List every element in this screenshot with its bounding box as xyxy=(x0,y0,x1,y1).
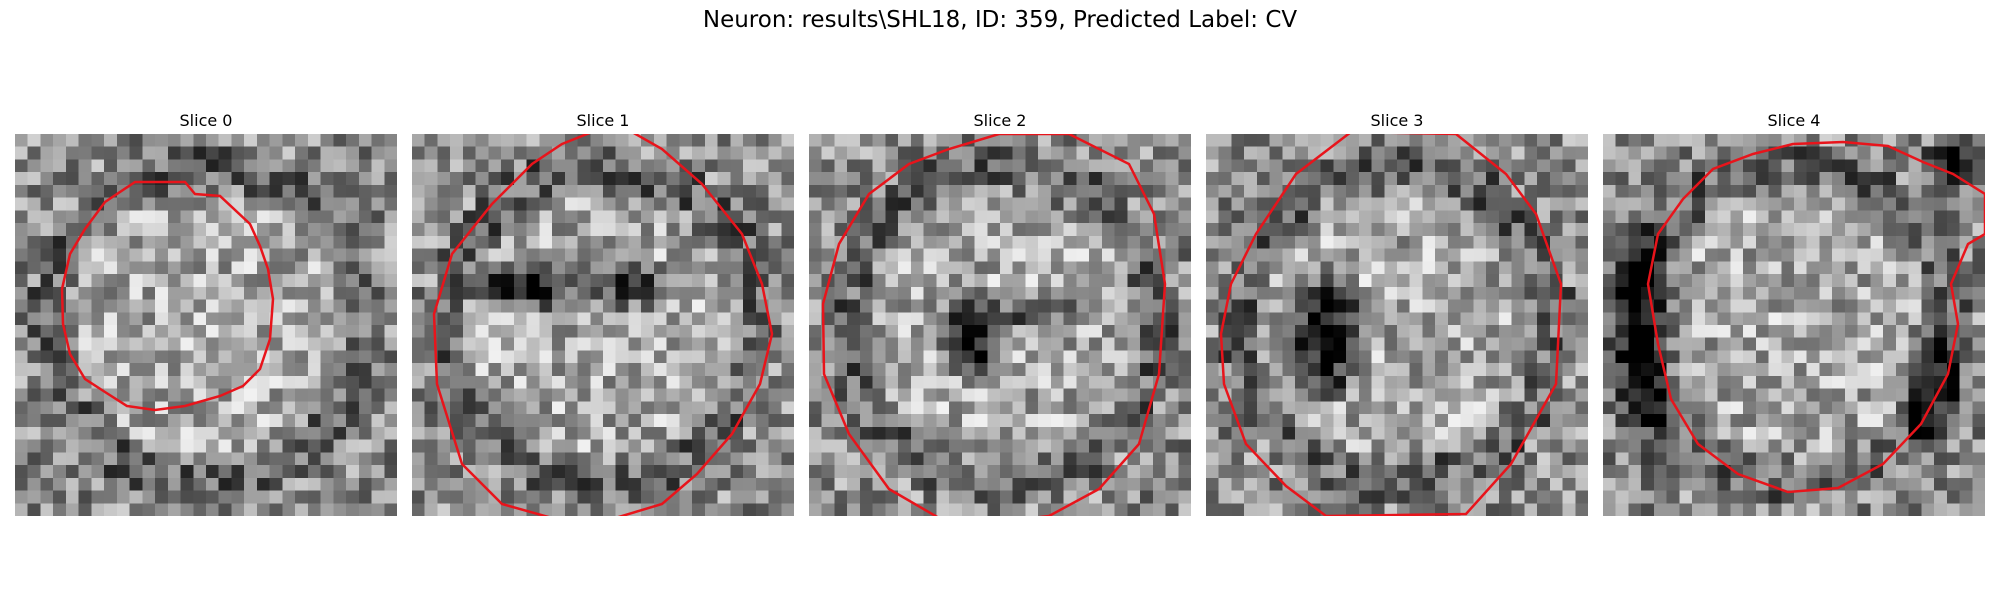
slice-panel: Slice 1 xyxy=(412,110,794,516)
figure-title: Neuron: results\SHL18, ID: 359, Predicte… xyxy=(702,7,1298,33)
roi-contour xyxy=(1219,134,1563,516)
slice-title: Slice 2 xyxy=(973,111,1027,130)
roi-contour xyxy=(821,134,1167,516)
slice-image xyxy=(412,134,794,516)
roi-contour xyxy=(60,180,275,412)
slice-title: Slice 4 xyxy=(1767,111,1821,130)
roi-contour xyxy=(1646,140,1985,494)
pixel-grid xyxy=(412,134,794,516)
slice-panel: Slice 0 xyxy=(15,110,397,516)
slice-image xyxy=(1206,134,1588,516)
slice-title: Slice 1 xyxy=(576,111,630,130)
pixel-grid xyxy=(809,134,1191,516)
pixel-grid xyxy=(1206,134,1588,516)
slice-panel: Slice 3 xyxy=(1206,110,1588,516)
slice-image xyxy=(1603,134,1985,516)
slice-image xyxy=(15,134,397,516)
slice-title: Slice 0 xyxy=(179,111,233,130)
pixel-grid xyxy=(1603,134,1985,516)
slice-title: Slice 3 xyxy=(1370,111,1424,130)
roi-contour xyxy=(432,134,774,516)
slice-panel: Slice 4 xyxy=(1603,110,1985,516)
slice-image xyxy=(809,134,1191,516)
slice-panel: Slice 2 xyxy=(809,110,1191,516)
pixel-grid xyxy=(15,134,397,516)
